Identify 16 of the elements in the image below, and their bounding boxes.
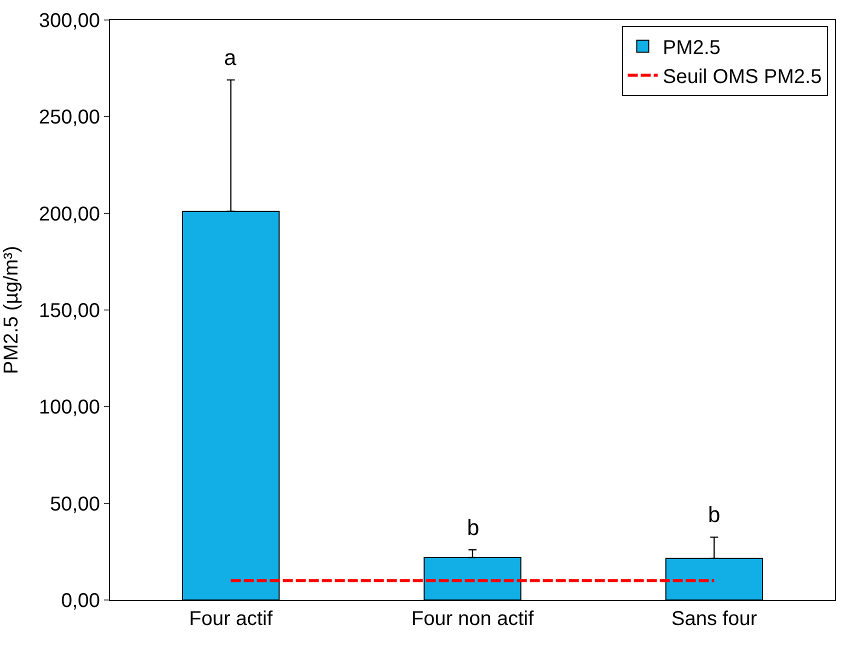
annotation: b [467,515,480,540]
legend-label: Seuil OMS PM2.5 [662,66,822,88]
y-tick-label: 100,00 [38,396,100,419]
y-tick-label: 150,00 [38,300,100,322]
y-tick-label: 0,00 [61,590,100,612]
y-tick-label: 300,00 [38,10,100,32]
annotation: a [224,45,237,70]
annotation: b [708,502,720,527]
y-axis-title: PM2.5 (µg/m³) [0,246,22,374]
x-tick-label: Four non actif [411,608,534,630]
y-tick-label: 250,00 [38,106,100,129]
y-tick-label: 50,00 [50,493,100,516]
y-tick-label: 200,00 [38,203,100,226]
x-tick-label: Sans four [671,608,758,630]
legend-label: PM2.5 [662,37,721,60]
x-tick-label: Four actif [189,608,273,630]
